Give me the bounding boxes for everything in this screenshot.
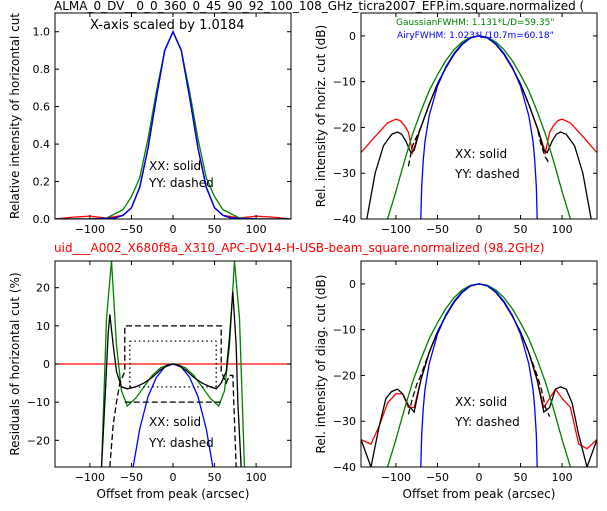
bottom-left-series-4 [109, 325, 237, 467]
bottom-left-x-tick-label: 100 [246, 471, 267, 484]
bottom-left-y-tick-label: 0 [43, 358, 50, 371]
top-left-series-2 [55, 30, 291, 219]
bottom-right-series-4 [420, 283, 538, 467]
top-left-x-tick-label: 50 [208, 223, 222, 236]
bottom-left-annotation: YY: dashed [148, 436, 214, 450]
scale-annotation: X-axis scaled by 1.0184 [90, 18, 245, 33]
top-left-annotation: YY: dashed [148, 176, 214, 190]
top-left-y-tick-label: 0.8 [33, 63, 51, 76]
bottom-left-annotation: XX: solid [149, 415, 201, 429]
bottom-right-x-tick-label: 50 [514, 471, 528, 484]
top-left-annotation: XX: solid [149, 159, 201, 173]
bottom-left-y-tick-label: −20 [27, 434, 50, 447]
airy-fwhm-label: AiryFWHM: 1.023*L/10.7m=60.18" [397, 31, 554, 41]
top-left-series-0 [55, 30, 291, 219]
bottom-right-series-3 [386, 283, 572, 467]
top-right-y-tick-label: 0 [349, 30, 356, 43]
bottom-right-x-tick-label: −100 [381, 471, 411, 484]
bottom-right-x-tick-label: 0 [476, 471, 483, 484]
top-right-series-0 [361, 35, 597, 156]
bottom-left-x-tick-label: 0 [170, 471, 177, 484]
bottom-right-y-axis-label: Rel. intensity of diag. cut (dB) [314, 275, 328, 454]
top-right-series-1 [366, 35, 592, 219]
bottom-right-x-axis-label: Offset from peak (arcsec) [403, 487, 556, 501]
bottom-left-series-group [55, 261, 291, 467]
top-left-y-tick-label: 1.0 [33, 26, 51, 39]
bottom-left-x-tick-label: 50 [208, 471, 222, 484]
bottom-right-y-tick-label: 0 [349, 278, 356, 291]
top-right-y-tick-label: −30 [333, 167, 356, 180]
top-left-x-tick-label: 0 [170, 223, 177, 236]
figure-title-middle: uid___A002_X680f8a_X310_APC-DV14-H-USB-b… [54, 241, 544, 255]
bottom-right-y-tick-label: −10 [333, 324, 356, 337]
top-left-y-tick-label: 0.4 [33, 138, 51, 151]
bottom-right-y-tick-label: −20 [333, 369, 356, 382]
top-right-annotation: XX: solid [455, 147, 507, 161]
top-left-y-tick-label: 0.2 [33, 176, 51, 189]
bottom-left-x-tick-label: −50 [120, 471, 143, 484]
top-right-x-tick-label: 0 [476, 223, 483, 236]
top-left-series-1 [55, 30, 291, 219]
chart-top-left: −100 −50 0 50 100 0.0 0.2 0.4 0.6 0.8 1.0 Relative … [8, 12, 292, 236]
bottom-left-x-tick-label: −100 [75, 471, 105, 484]
top-left-x-tick-label: −50 [120, 223, 143, 236]
top-right-x-tick-label: 50 [514, 223, 528, 236]
top-right-y-tick-label: −20 [333, 121, 356, 134]
bottom-right-annotation: XX: solid [455, 395, 507, 409]
top-left-series-group [55, 30, 291, 219]
bottom-left-series-3 [100, 291, 242, 467]
top-right-annotation: YY: dashed [454, 167, 520, 181]
bottom-left-y-tick-label: 20 [36, 282, 50, 295]
bottom-left-x-axis-label: Offset from peak (arcsec) [97, 487, 250, 501]
top-left-x-tick-label: 100 [246, 223, 267, 236]
bottom-left-y-axis-label: Residuals of horizontal cut (%) [8, 272, 22, 455]
top-left-y-tick-label: 0.6 [33, 101, 51, 114]
gaussian-fwhm-label: GaussianFWHM: 1.131*L/D=59.35" [396, 18, 554, 28]
bottom-right-y-tick-label: −30 [333, 415, 356, 428]
top-right-y-axis-label: Rel. intensity of horiz. cut (dB) [314, 25, 328, 207]
top-left-y-tick-label: 0.0 [33, 213, 51, 226]
bottom-left-y-tick-label: −10 [27, 396, 50, 409]
bottom-left-y-tick-label: 10 [36, 320, 50, 333]
bottom-right-x-tick-label: −50 [426, 471, 449, 484]
bottom-right-series-group [361, 283, 597, 467]
chart-bottom-right: −100 −50 0 50 100 0 −10 −20 −30 −40 Rel. intensity… [314, 260, 598, 501]
top-right-series-4 [420, 35, 538, 219]
top-right-x-tick-label: −50 [426, 223, 449, 236]
top-right-series-group [361, 35, 597, 219]
figure-title-top: ALMA_0_DV__0_0_360_0_45_90_92_100_108_GH… [54, 0, 584, 13]
top-left-series-3 [55, 30, 291, 219]
top-right-y-tick-label: −10 [333, 76, 356, 89]
top-right-x-tick-label: −100 [381, 223, 411, 236]
bottom-right-y-tick-label: −40 [333, 461, 356, 474]
chart-top-right: −100 −50 0 50 100 0 −10 −20 −30 −40 Rel. intensity… [314, 12, 598, 236]
top-left-x-tick-label: −100 [75, 223, 105, 236]
top-right-x-tick-label: 100 [552, 223, 573, 236]
bottom-right-x-tick-label: 100 [552, 471, 573, 484]
top-right-y-tick-label: −40 [333, 213, 356, 226]
bottom-right-annotation: YY: dashed [454, 415, 520, 429]
top-left-y-axis-label: Relative intensity of horizontal cut [8, 13, 22, 219]
top-right-series-3 [386, 35, 572, 219]
